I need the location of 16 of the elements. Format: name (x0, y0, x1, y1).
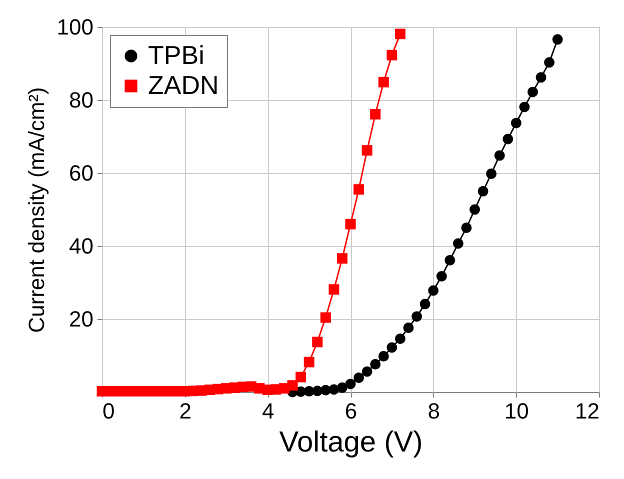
y-tick-label: 40 (69, 234, 94, 258)
y-axis-title: Current density (mA/cm²) (24, 87, 49, 333)
y-tick-label: 100 (56, 14, 94, 40)
legend-label: ZADN (148, 70, 219, 100)
y-tick-label: 80 (69, 88, 94, 112)
x-tick-label: 6 (344, 398, 358, 424)
x-axis-title: Voltage (V) (279, 426, 423, 458)
legend-label: TPBi (148, 40, 204, 70)
x-tick-label: 8 (428, 398, 440, 424)
x-tick-label: 2 (179, 398, 192, 424)
x-tick-label: 0 (102, 398, 115, 424)
x-tick-label: 10 (504, 398, 529, 424)
y-tick-label: 60 (69, 160, 94, 186)
x-tick-label: 12 (575, 398, 600, 424)
y-tick-label: 20 (69, 306, 94, 332)
x-tick-label: 4 (262, 398, 274, 424)
